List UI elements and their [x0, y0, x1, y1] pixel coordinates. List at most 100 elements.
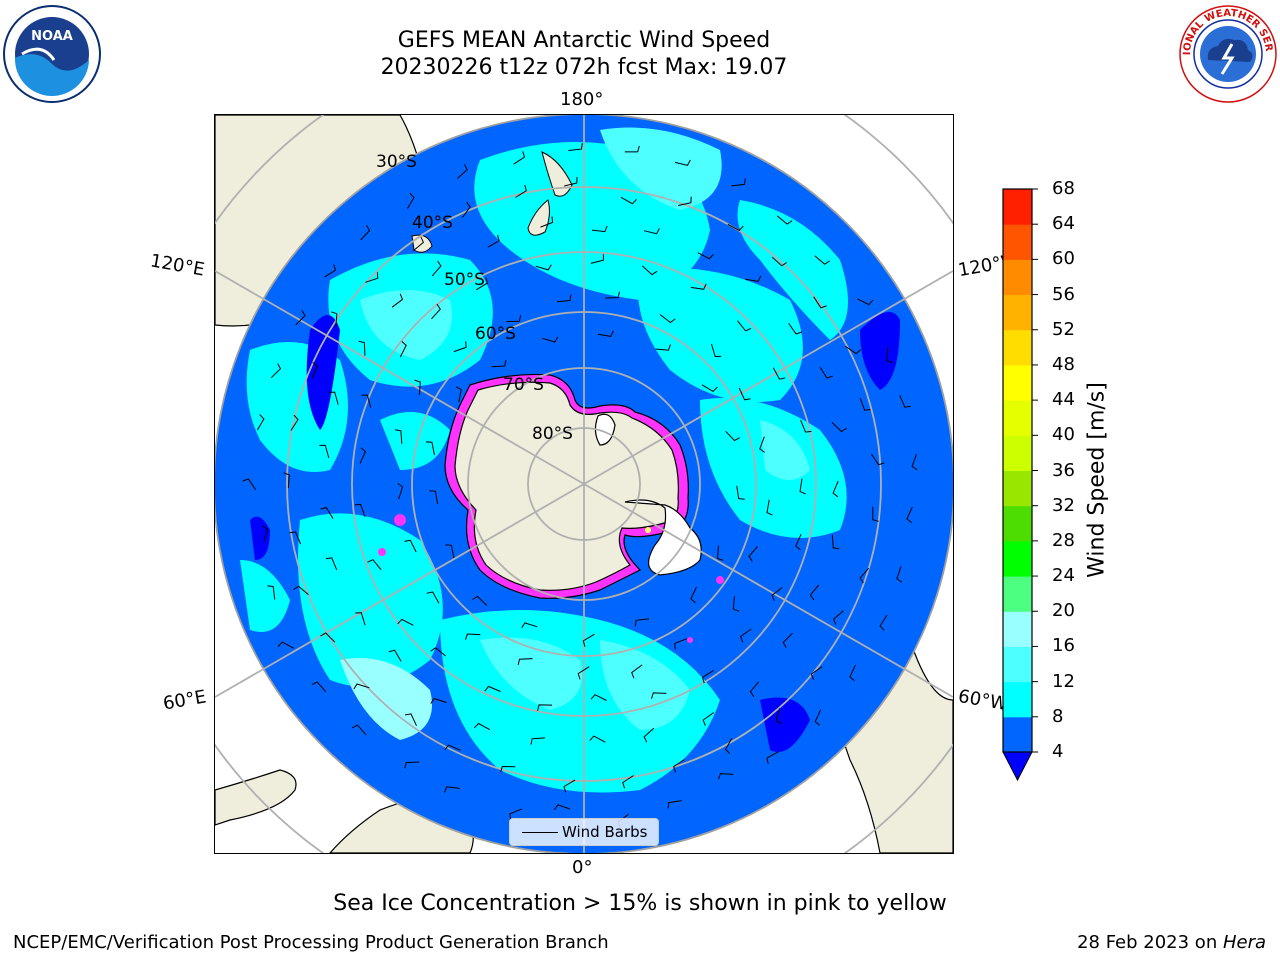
wind-barb	[397, 618, 414, 626]
wind-barbs-legend: Wind Barbs	[509, 818, 659, 846]
wind-barb	[659, 314, 676, 324]
colorbar-bin	[1003, 611, 1032, 647]
wind-barb	[554, 804, 571, 811]
wind-barb	[845, 345, 862, 355]
wind-barb	[673, 758, 685, 773]
wind-barb	[716, 545, 724, 561]
colorbar-bin	[1003, 189, 1032, 225]
wind-barb	[896, 566, 902, 583]
wind-barb	[643, 228, 660, 235]
wind-barb	[727, 223, 744, 232]
wind-barb	[361, 394, 372, 408]
wind-barb	[484, 685, 501, 692]
wind-barb	[732, 596, 740, 612]
wind-barb	[782, 632, 793, 648]
wind-barb	[328, 391, 339, 405]
colorbar-tick-label: 64	[1052, 213, 1075, 235]
wind-barb	[810, 666, 823, 680]
wind-barb	[832, 610, 844, 625]
colorbar-tick-label: 52	[1052, 318, 1075, 340]
colorbar-bin	[1003, 470, 1032, 507]
wind-barb	[475, 277, 488, 291]
wind-barb	[736, 485, 745, 500]
wind-barb	[690, 586, 697, 604]
wind-barb	[473, 722, 491, 731]
wind-barb	[270, 363, 282, 379]
graticule	[215, 115, 953, 853]
wind-barb	[354, 503, 366, 517]
wind-barb	[771, 587, 783, 601]
wind-barb	[605, 291, 620, 299]
wind-barb	[515, 184, 527, 198]
wind-barb	[831, 422, 847, 433]
wind-barb	[766, 751, 779, 765]
wind-barb	[872, 506, 879, 522]
colorbar-bin	[1003, 540, 1032, 577]
wind-barb	[406, 192, 415, 209]
wind-barb	[879, 614, 888, 631]
wind-barb	[412, 236, 425, 252]
footer-credit: NCEP/EMC/Verification Post Processing Pr…	[13, 932, 609, 953]
wind-barb	[678, 196, 692, 206]
wind-barb	[591, 225, 608, 233]
wind-barb	[739, 628, 752, 643]
wind-barb	[590, 254, 604, 264]
colorbar-bin	[1003, 681, 1032, 718]
wind-barb	[311, 681, 327, 693]
lat-label-60s: 60°S	[475, 324, 516, 344]
colorbar-bin	[1003, 329, 1032, 366]
lat-label-70s: 70°S	[503, 375, 544, 395]
colorbar-bin	[1003, 646, 1032, 683]
wind-barb	[429, 490, 439, 505]
colorbar-tick-label: 32	[1052, 494, 1075, 516]
colorbar-bin	[1003, 364, 1032, 401]
wind-barb	[462, 201, 471, 218]
wind-barb	[589, 735, 606, 743]
noaa-logo-text: NOAA	[31, 29, 73, 44]
wind-barb	[394, 429, 403, 444]
lon-label-180: 180°	[560, 89, 604, 110]
wind-barb	[759, 436, 765, 453]
wind-barb	[859, 567, 870, 584]
wind-barb	[745, 275, 762, 282]
wind-barb	[277, 641, 294, 649]
wind-barb	[870, 453, 885, 466]
wind-barb	[775, 708, 782, 725]
wind-barb	[724, 737, 733, 754]
wind-barb	[444, 744, 461, 751]
wind-barb	[697, 252, 714, 260]
wind-barb	[430, 697, 447, 704]
wind-barb	[359, 447, 367, 464]
wind-barb	[487, 234, 500, 248]
wind-barb	[772, 367, 786, 380]
wind-barb	[331, 311, 338, 327]
wind-barb	[799, 478, 806, 495]
wind-barb	[355, 612, 366, 626]
wind-barbs	[242, 143, 918, 828]
wind-barb	[809, 584, 820, 601]
colorbar-tick-label: 16	[1052, 635, 1075, 657]
wind-barb	[320, 506, 334, 519]
wind-barb	[674, 638, 688, 650]
colorbar-bin	[1003, 400, 1032, 436]
wind-barb	[771, 256, 788, 267]
wind-barb	[521, 622, 538, 629]
colorbar-tick-label: 48	[1052, 353, 1075, 375]
wind-barb	[832, 480, 839, 498]
colorbar-tick-label: 40	[1052, 424, 1075, 446]
legend-label: Wind Barbs	[562, 823, 648, 841]
wind-barb	[405, 713, 417, 726]
wind-barb	[404, 761, 420, 769]
wind-barb	[414, 379, 421, 396]
wind-barb	[718, 773, 734, 780]
antarctica	[444, 373, 702, 599]
wind-barb	[358, 340, 366, 356]
map-subtitle: 20230226 t12z 072h fcst Max: 19.07	[380, 55, 788, 80]
wind-barb	[620, 196, 637, 205]
map-frame	[214, 114, 954, 854]
wind-barb	[819, 366, 833, 379]
lat-label-80s: 80°S	[532, 424, 573, 444]
lat-label-30s: 30°S	[376, 152, 417, 172]
colorbar-tick-label: 20	[1052, 600, 1075, 622]
